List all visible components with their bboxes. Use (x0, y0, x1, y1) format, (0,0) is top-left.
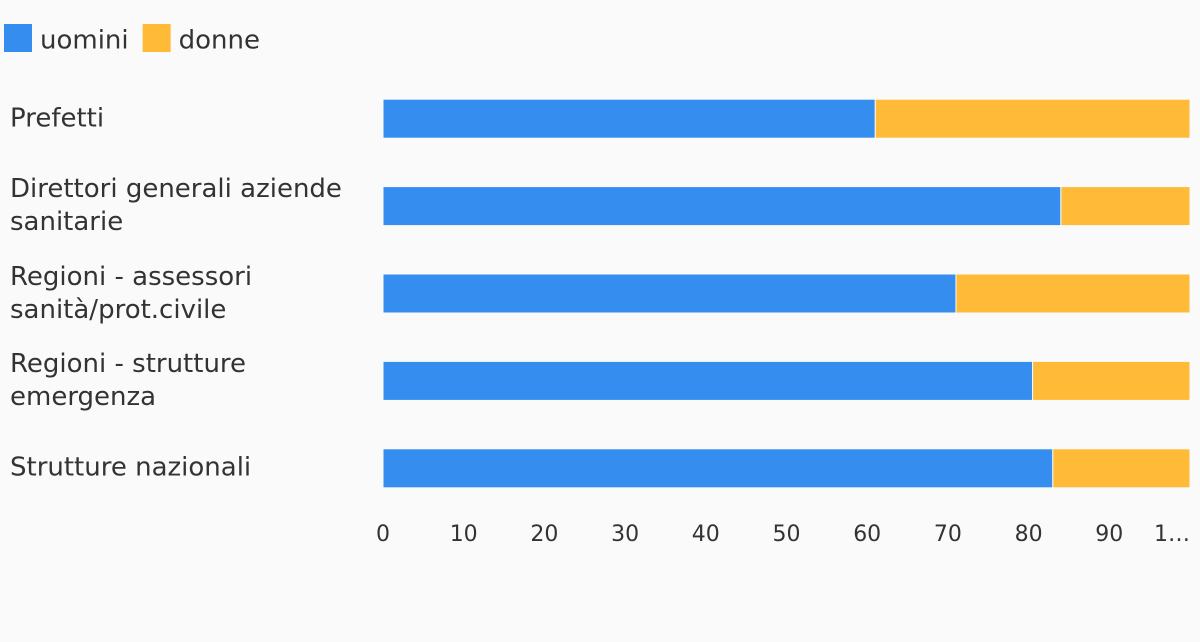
category-label: Strutture nazionali (10, 452, 252, 483)
bar-segment (1052, 448, 1191, 489)
legend-label: donne (179, 26, 260, 56)
x-tick-label: 20 (530, 522, 558, 547)
category-label: Prefetti (10, 103, 105, 134)
bar-segment (382, 273, 957, 314)
bar-segment (382, 448, 1054, 489)
x-tick-label: 1… (1154, 522, 1190, 547)
x-tick-label: 40 (692, 522, 720, 547)
x-tick-label: 60 (853, 522, 881, 547)
category-label: Direttori generali aziende sanitarie (10, 174, 342, 238)
legend-swatch (142, 24, 171, 52)
x-tick-label: 90 (1095, 522, 1123, 547)
x-tick-label: 30 (611, 522, 639, 547)
bar-segment (1032, 360, 1191, 401)
bar-segment (382, 98, 876, 139)
category-label: Regioni - strutture emergenza (10, 348, 247, 412)
bar-segment (382, 186, 1062, 227)
bar-segment (874, 98, 1191, 139)
legend-swatch (4, 24, 32, 52)
bar-segment (382, 360, 1034, 401)
legend-label: uomini (40, 26, 129, 56)
category-label: Regioni - assessori sanità/prot.civile (10, 261, 253, 325)
bar-segment (955, 273, 1191, 314)
x-tick-label: 80 (1015, 522, 1043, 547)
x-tick-label: 10 (450, 522, 478, 547)
x-tick-label: 50 (773, 522, 801, 547)
x-tick-label: 0 (376, 522, 390, 547)
x-tick-label: 70 (934, 522, 962, 547)
bar-segment (1060, 186, 1191, 227)
